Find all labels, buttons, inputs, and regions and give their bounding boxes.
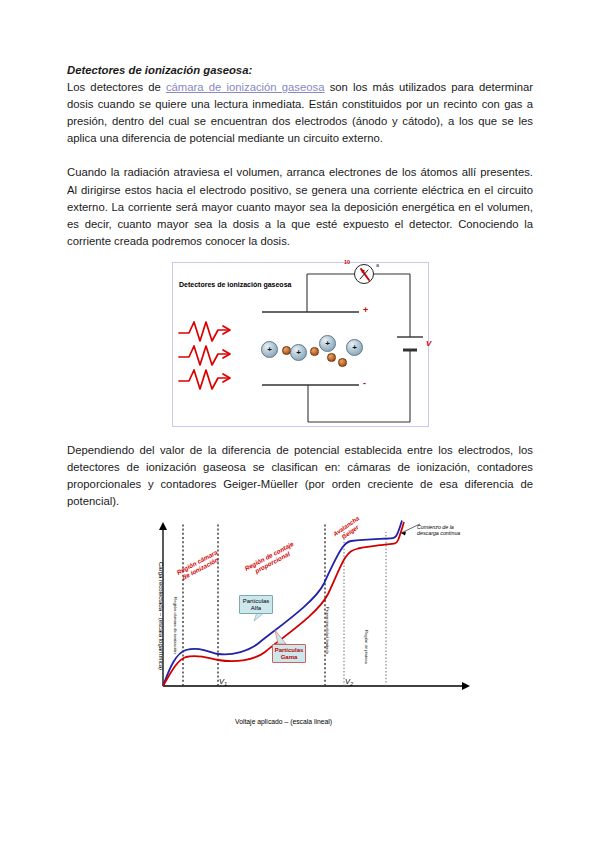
svg-text:V1: V1 — [219, 677, 227, 687]
svg-text:V2: V2 — [345, 677, 353, 687]
